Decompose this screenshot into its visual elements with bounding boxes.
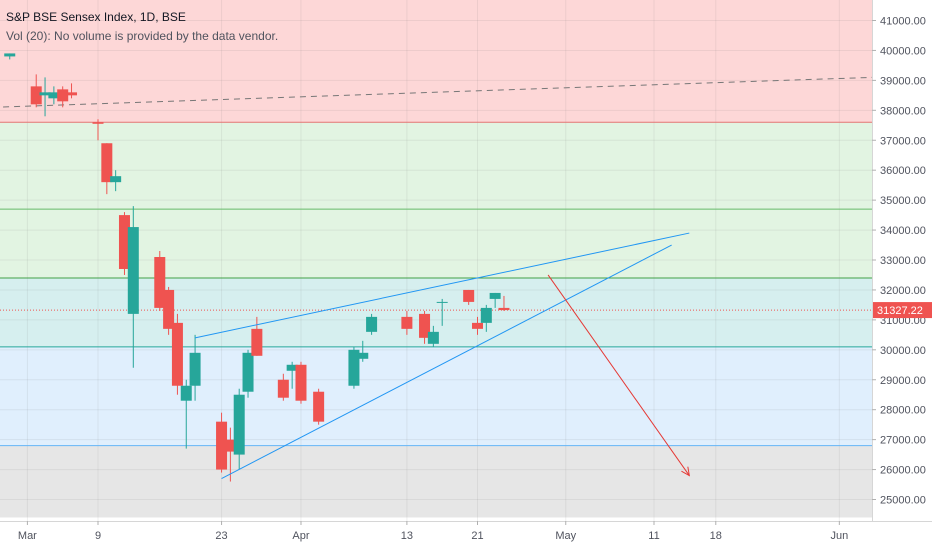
volume-note: Vol (20): No volume is provided by the d… [6,29,279,43]
x-tick-label-8: 18 [710,530,722,542]
candle-body-25 [348,349,360,386]
candle-body-29 [419,313,431,338]
candle-body-22 [286,364,298,371]
candle-body-24 [313,391,325,422]
y-tick-label-14: 39000.00 [880,75,926,87]
y-tick-label-11: 36000.00 [880,165,926,177]
candle-body-17 [224,439,236,452]
y-tick-label-1: 26000.00 [880,465,926,477]
zone-band-1 [0,122,872,210]
candle-body-9 [118,215,130,269]
y-tick-label-5: 30000.00 [880,345,926,357]
candle-body-23 [295,364,307,401]
candle-body-12 [163,289,175,329]
candle-body-35 [489,292,501,299]
y-tick-label-2: 27000.00 [880,435,926,447]
x-tick-label-7: 11 [648,530,659,542]
y-tick-label-3: 28000.00 [880,405,926,417]
x-tick-label-1: 9 [95,530,101,542]
y-tick-label-16: 41000.00 [880,16,926,28]
x-tick-label-6: May [555,530,576,542]
x-tick-label-0: Mar [18,530,37,542]
y-tick-label-9: 34000.00 [880,225,926,237]
dashed-line [0,76,873,108]
chart-title: S&P BSE Sensex Index, 1D, BSE [6,10,186,24]
zone-band-4 [0,346,872,446]
candle-body-20 [251,328,263,356]
x-tick-label-3: Apr [292,530,309,542]
y-tick-label-13: 38000.00 [880,105,926,117]
zone-band-5 [0,445,872,518]
candle-body-7 [101,143,113,183]
candle-body-3 [48,92,60,99]
candle-body-2 [39,92,51,96]
last-price-label: 31327.22 [877,305,923,317]
last-price-badge [873,302,932,319]
candle-body-13 [171,322,183,386]
candle-body-0 [4,53,16,57]
y-tick-label-12: 37000.00 [880,135,926,147]
y-tick-label-0: 25000.00 [880,495,926,507]
candle-body-27 [366,316,378,332]
candle-body-11 [154,257,166,308]
projection-arrow-line [547,274,690,476]
candle-body-15 [189,352,201,386]
candle-body-6 [92,122,104,124]
candle-body-28 [401,316,413,329]
x-tick-label-2: 23 [215,530,227,542]
candle-body-30 [427,331,439,344]
y-tick-label-8: 33000.00 [880,255,926,267]
candle-body-32 [463,289,475,302]
y-tick-label-10: 35000.00 [880,195,926,207]
projection-arrow-head [681,466,690,477]
candle-body-4 [57,89,69,102]
candle-body-8 [110,176,122,183]
candle-body-10 [127,227,139,314]
candle-body-5 [66,92,78,96]
candle-body-31 [436,301,448,303]
x-tick-label-9: Jun [830,530,848,542]
candle-body-16 [216,421,228,470]
y-tick-label-4: 29000.00 [880,375,926,387]
chart-legend: S&P BSE Sensex Index, 1D, BSE Vol (20): … [6,9,278,45]
trendline-1 [221,244,672,479]
price-axis-bg [872,0,932,550]
candle-body-21 [277,379,289,398]
candle-body-33 [471,322,483,329]
trendline-0 [194,232,690,339]
candle-body-34 [480,307,492,323]
time-axis-bg [0,521,932,550]
y-tick-label-15: 40000.00 [880,45,926,57]
candle-body-14 [180,385,192,401]
zone-band-0 [0,0,872,123]
candle-body-36 [498,307,510,311]
candle-body-1 [30,86,42,105]
x-tick-label-4: 13 [401,530,413,542]
x-tick-label-5: 21 [471,530,483,542]
candle-body-18 [233,394,245,455]
y-tick-label-7: 32000.00 [880,285,926,297]
candle-body-19 [242,352,254,392]
zone-band-2 [0,209,872,278]
candle-body-26 [357,352,369,359]
